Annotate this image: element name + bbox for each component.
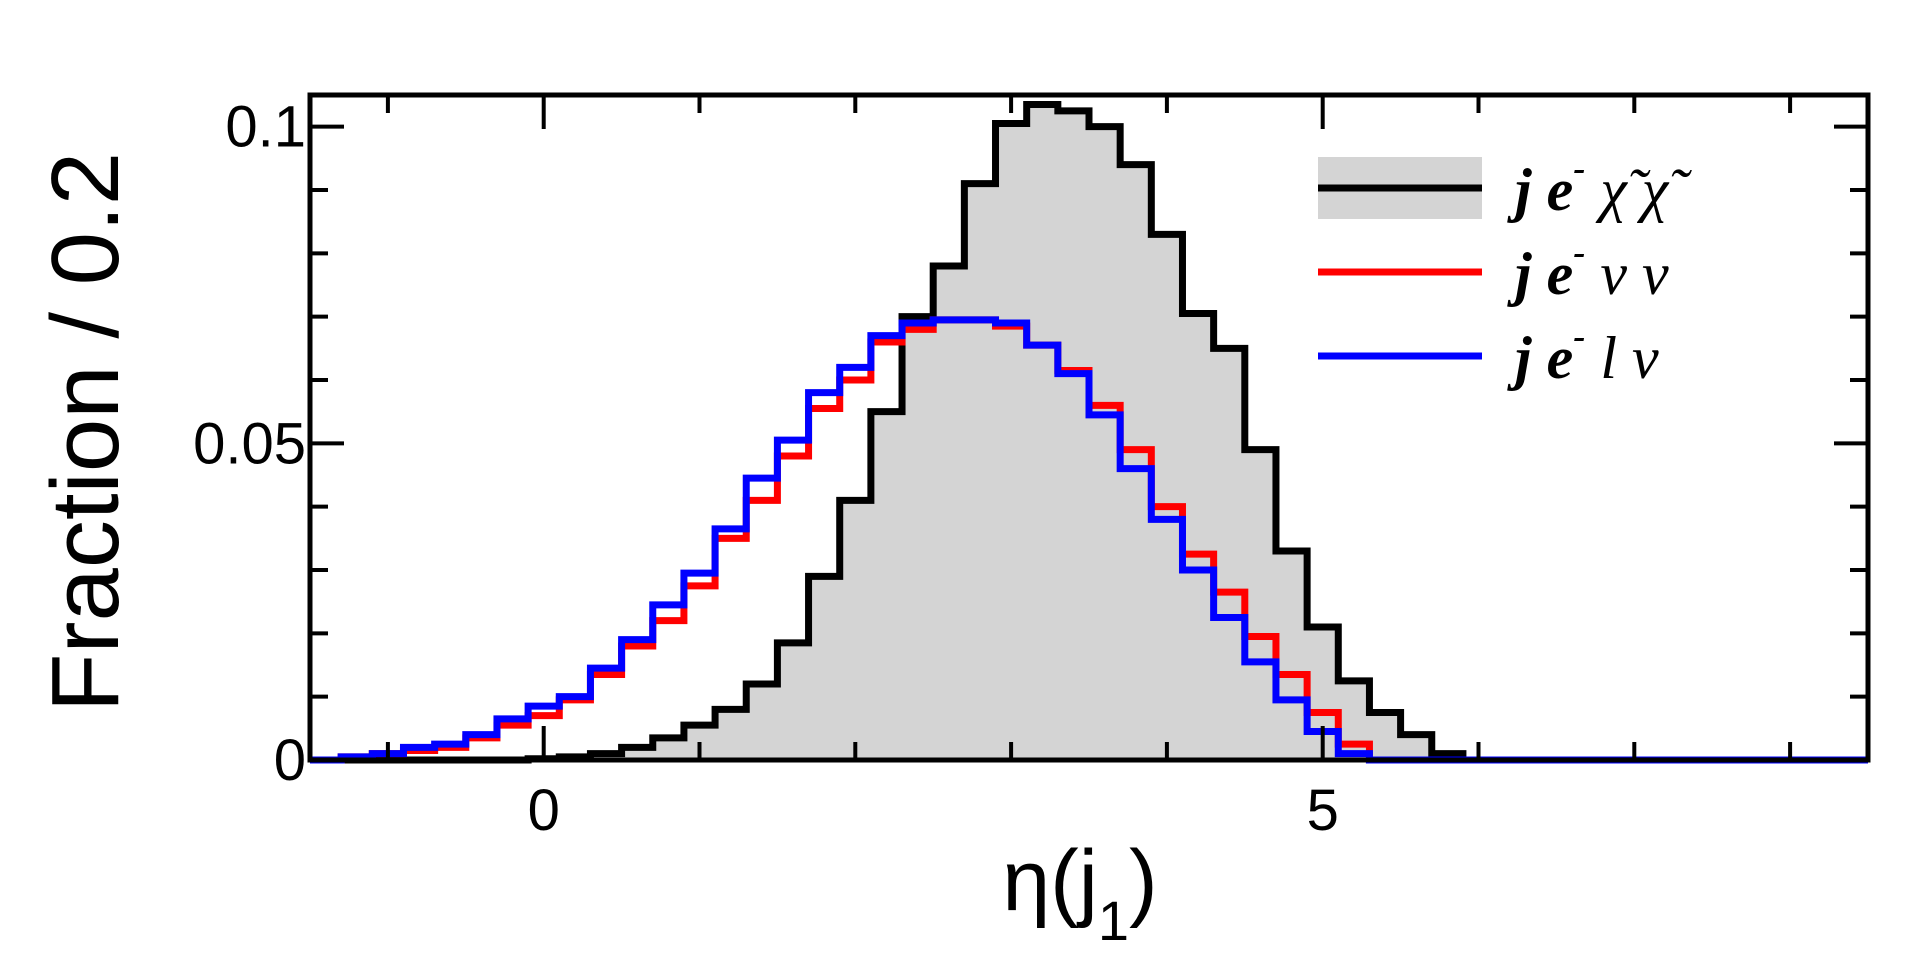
- plot-frame: [307, 92, 1871, 763]
- legend-entry-2: j e- ν ν: [1318, 232, 1669, 307]
- legend-label-superscript: -: [1573, 232, 1585, 272]
- x-axis-title-close: ): [1129, 833, 1158, 929]
- x-axis-title-main: η(j: [1002, 833, 1098, 929]
- legend-label-part: j: [1507, 241, 1547, 307]
- legend-label-part: χ̃ χ̃: [1585, 157, 1692, 223]
- y-axis-title: Fraction / 0.2: [32, 152, 139, 712]
- tick-labels-layer: 0 5 0 0.05 0.1: [193, 95, 1339, 843]
- legend-entry-1: j e- χ̃ χ̃: [1318, 148, 1692, 223]
- ticks-layer: [310, 95, 1868, 762]
- legend-label: j e- χ̃ χ̃: [1507, 148, 1692, 223]
- legend-label-superscript: -: [1573, 148, 1585, 188]
- legend-label-superscript: -: [1573, 316, 1585, 356]
- legend-label-part: e: [1547, 325, 1574, 391]
- legend: j e- χ̃ χ̃j e- ν νj e- l ν: [1318, 148, 1692, 391]
- y-tick-label: 0: [274, 728, 306, 793]
- y-tick-label: 0.1: [225, 95, 306, 160]
- legend-label-part: l ν: [1585, 325, 1659, 391]
- legend-label-part: e: [1547, 157, 1574, 223]
- x-axis-title: η(j1): [1002, 833, 1157, 952]
- x-axis-title-subscript: 1: [1098, 889, 1129, 952]
- legend-label-part: e: [1547, 241, 1574, 307]
- legend-label: j e- ν ν: [1507, 232, 1669, 307]
- legend-label: j e- l ν: [1507, 316, 1659, 391]
- x-tick-label: 0: [528, 778, 560, 843]
- legend-label-part: j: [1507, 325, 1547, 391]
- series-1-fill: [310, 104, 1868, 760]
- x-tick-label: 5: [1307, 778, 1339, 843]
- y-tick-label: 0.05: [193, 411, 306, 476]
- legend-label-part: j: [1507, 157, 1547, 223]
- legend-label-part: ν ν: [1585, 241, 1669, 307]
- legend-entry-3: j e- l ν: [1318, 316, 1659, 391]
